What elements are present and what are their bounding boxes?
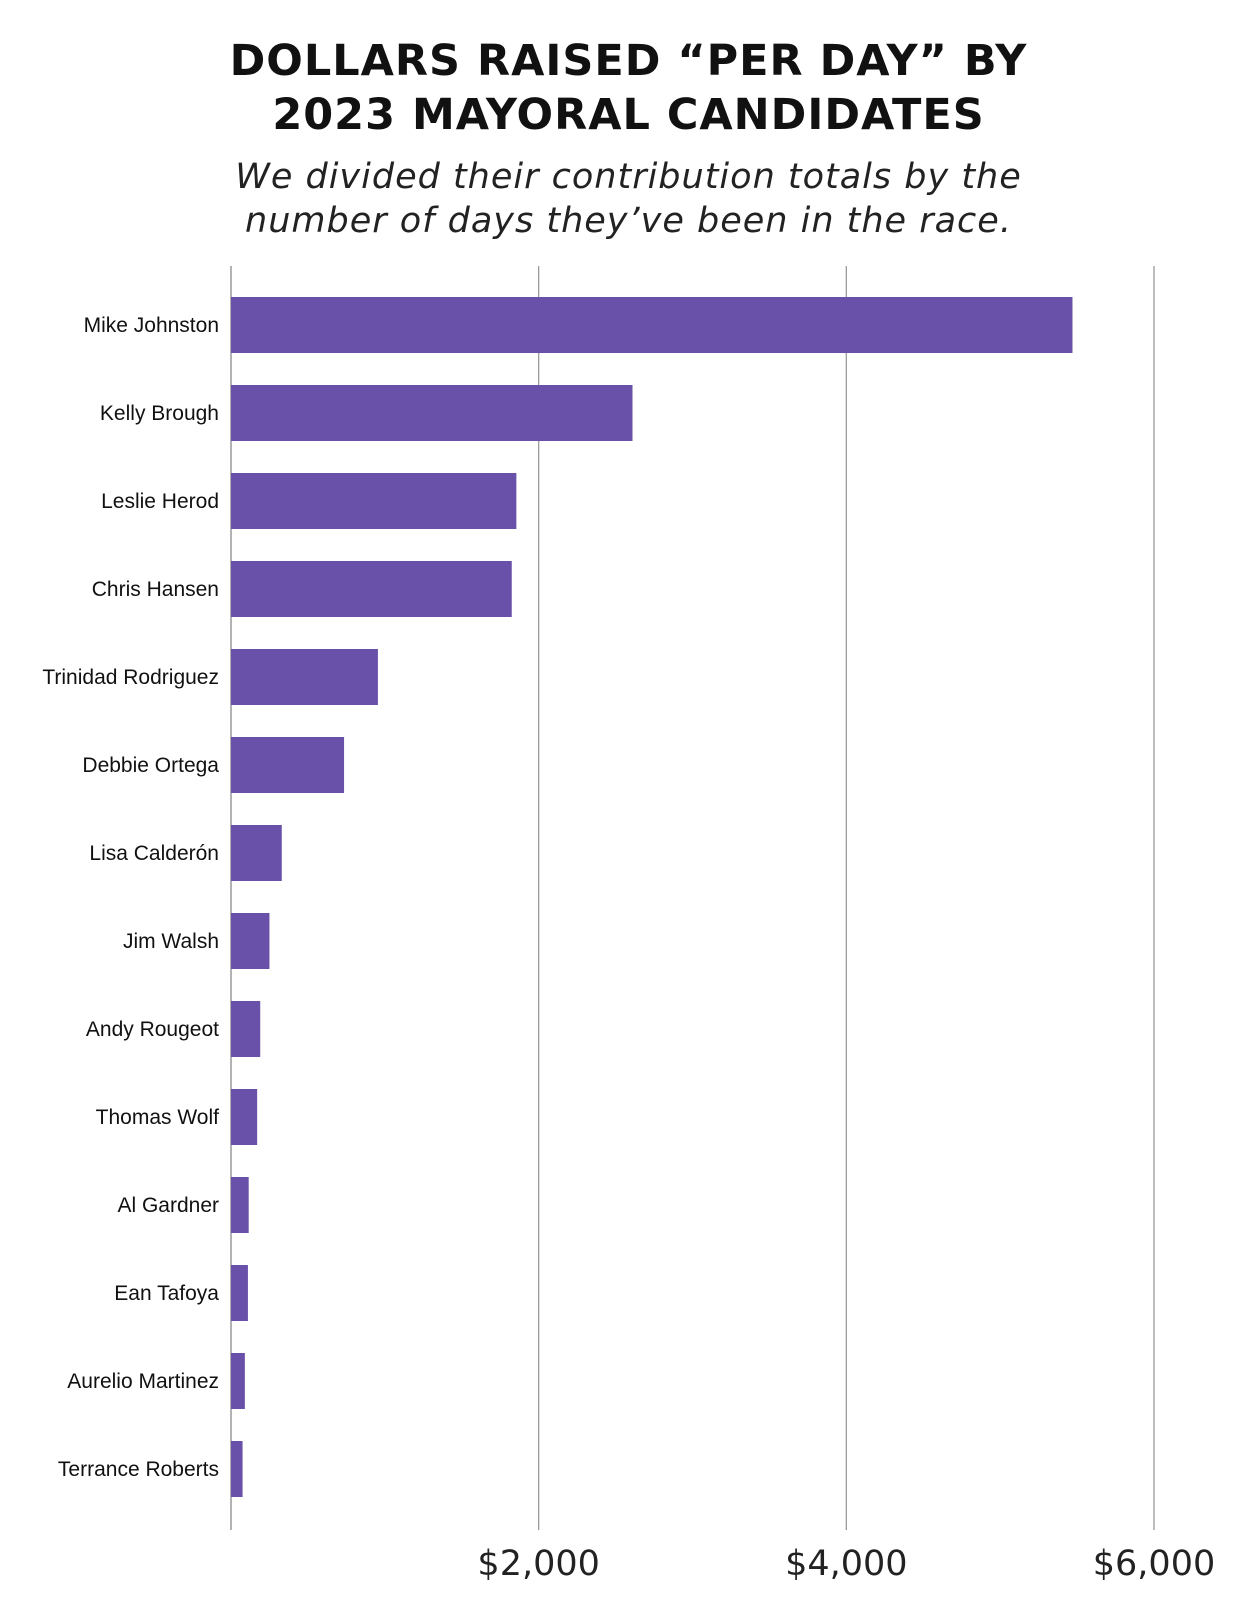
bar bbox=[231, 297, 1073, 353]
bar bbox=[231, 561, 512, 617]
category-label: Kelly Brough bbox=[100, 402, 219, 425]
category-label: Aurelio Martinez bbox=[67, 1370, 219, 1393]
bar bbox=[231, 737, 345, 793]
category-label: Leslie Herod bbox=[101, 490, 219, 513]
category-label: Mike Johnston bbox=[84, 314, 219, 337]
bar bbox=[231, 1001, 261, 1057]
bar bbox=[231, 649, 378, 705]
chart-subtitle: We divided their contribution totals by … bbox=[235, 157, 1022, 241]
category-label: Lisa Calderón bbox=[89, 842, 219, 865]
bar bbox=[231, 1089, 258, 1145]
x-tick-label: $4,000 bbox=[785, 1544, 907, 1584]
category-label: Terrance Roberts bbox=[58, 1458, 219, 1481]
bar bbox=[231, 913, 270, 969]
bar bbox=[231, 1265, 248, 1321]
category-label: Al Gardner bbox=[117, 1194, 219, 1217]
bar bbox=[231, 385, 633, 441]
category-label: Ean Tafoya bbox=[114, 1282, 219, 1305]
category-label: Andy Rougeot bbox=[86, 1018, 219, 1041]
x-tick-label: $6,000 bbox=[1093, 1544, 1215, 1584]
x-tick-label: $2,000 bbox=[477, 1544, 599, 1584]
bar bbox=[231, 825, 282, 881]
gridlines bbox=[230, 266, 1155, 1530]
bar bbox=[231, 473, 517, 529]
category-label: Trinidad Rodriguez bbox=[42, 666, 219, 689]
bar bbox=[231, 1441, 243, 1497]
category-label: Debbie Ortega bbox=[82, 754, 219, 777]
bars bbox=[231, 297, 1073, 1497]
category-label: Chris Hansen bbox=[92, 578, 219, 601]
bar bbox=[231, 1177, 249, 1233]
category-labels: Mike Johnston Kelly Brough Leslie Herod Chr… bbox=[42, 314, 219, 1481]
bar bbox=[231, 1353, 245, 1409]
category-label: Jim Walsh bbox=[123, 930, 219, 953]
chart-title: DOLLARS RAISED “PER DAY” BY 2023 MAYORAL… bbox=[229, 36, 1028, 140]
x-tick-labels: $2,000 $4,000 $6,000 bbox=[477, 1544, 1215, 1584]
category-label: Thomas Wolf bbox=[96, 1106, 219, 1129]
